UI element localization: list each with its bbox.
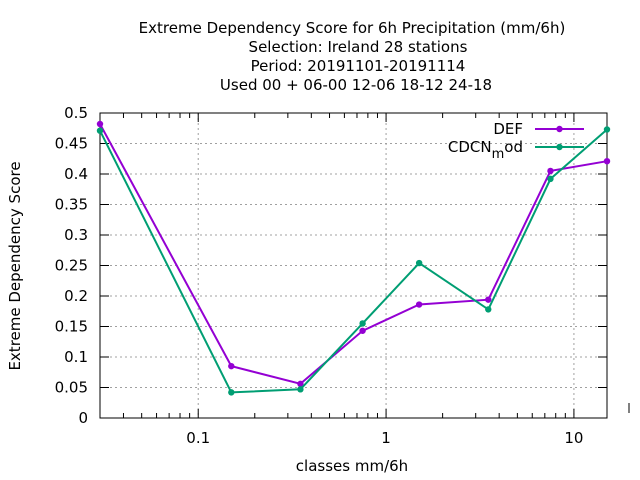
y-tick-label: 0.2 (64, 287, 88, 305)
data-point-def (485, 296, 492, 303)
data-point-def (96, 120, 104, 128)
data-point-def (415, 301, 423, 308)
title-line-3: Period: 20191101-20191114 (251, 57, 466, 75)
grid (100, 113, 607, 418)
data-point-cdcn-mod (297, 386, 304, 393)
y-tick-label: 0.35 (55, 196, 88, 214)
data-point-cdcn-mod (415, 259, 423, 267)
y-tick-label: 0.25 (55, 257, 88, 275)
data-point-cdcn-mod (485, 306, 492, 313)
y-tick-label: 0.3 (64, 226, 88, 244)
y-tick-label: 0.05 (55, 379, 88, 397)
legend-label-cdcn-mod: CDCNmod (448, 138, 523, 162)
series-line-def (99, 123, 608, 385)
x-tick-label: 0.1 (186, 429, 210, 447)
y-tick-label: 0 (78, 409, 88, 427)
data-point-def (228, 362, 235, 370)
legend-marker-def (556, 125, 563, 133)
data-point-cdcn-mod (603, 126, 611, 133)
data-point-def (297, 380, 304, 388)
y-tick-label: 0.5 (64, 104, 88, 122)
chart-title: Extreme Dependency Score for 6h Precipit… (139, 19, 566, 94)
y-axis-label: Extreme Dependency Score (6, 161, 24, 370)
data-point-cdcn-mod (96, 127, 104, 134)
data-point-cdcn-mod (547, 175, 554, 183)
title-line-1: Extreme Dependency Score for 6h Precipit… (139, 19, 566, 37)
x-tick-label: 10 (564, 429, 583, 447)
x-axis-label: classes mm/6h (296, 457, 408, 475)
x-tick-label: 1 (381, 429, 391, 447)
data-point-cdcn-mod (359, 320, 366, 327)
title-line-2: Selection: Ireland 28 stations (249, 38, 468, 56)
y-tick-label: 0.1 (64, 348, 88, 366)
title-line-4: Used 00 + 06-00 12-06 18-12 24-18 (220, 76, 492, 94)
data-point-cdcn-mod (228, 389, 235, 396)
legend-marker-cdcn-mod (556, 143, 563, 151)
data-point-def (359, 327, 366, 334)
axis-ticks: 0 0.05 0.1 0.15 0.2 0.25 0.3 0.35 0.4 0.45 0.5 0.1 1… (55, 104, 607, 447)
data-point-def (603, 157, 611, 165)
y-tick-label: 0.15 (55, 318, 88, 336)
data-point-def (547, 167, 554, 175)
y-tick-label: 0.45 (55, 135, 88, 153)
legend-label-def: DEF (493, 120, 523, 138)
series (96, 120, 611, 396)
y-tick-label: 0.4 (64, 165, 88, 183)
series-line-cdcn-mod (99, 128, 608, 394)
plot-frame (99, 112, 608, 419)
